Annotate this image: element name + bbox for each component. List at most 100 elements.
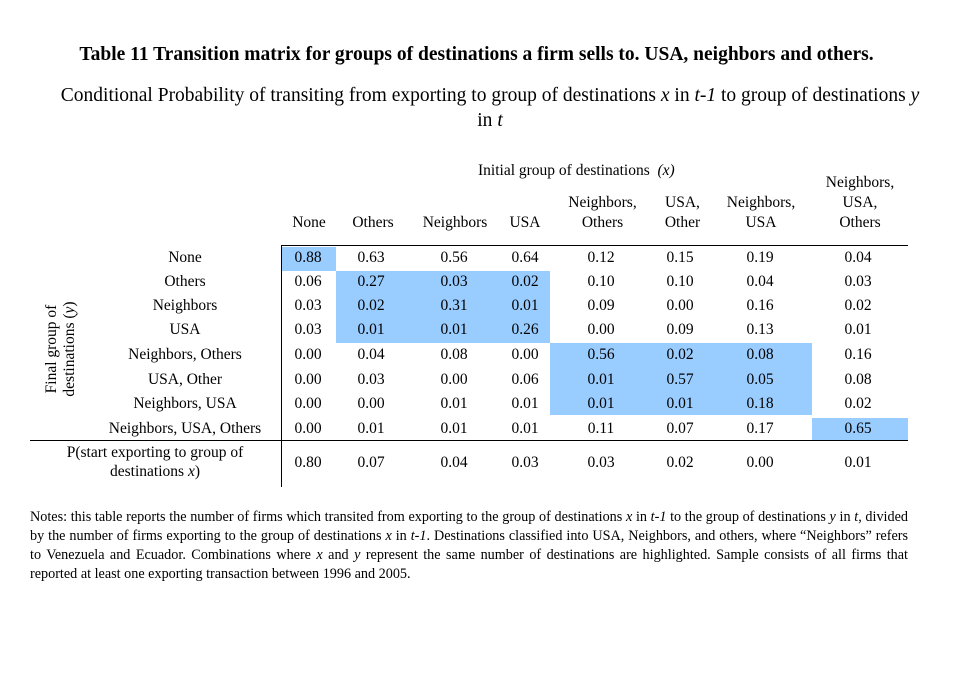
table-cell: 0.01 [357,420,385,437]
table-notes: Notes: this table reports the number of … [30,509,908,582]
table-cell: 0.01 [440,321,468,338]
table-cell: 0.03 [440,273,468,290]
table-cell: 0.04 [357,346,385,363]
start-row-cell: 0.01 [844,454,872,471]
column-header-line: None [292,214,326,231]
table-cell: 0.26 [511,321,539,338]
table-cell: 0.08 [746,346,774,363]
table-cell: 0.00 [357,395,385,412]
start-row-cell: 0.04 [440,454,468,471]
table-cell: 0.01 [511,395,539,412]
row-label: USA [169,321,201,338]
table-cell: 0.17 [746,420,774,437]
row-label: Neighbors, USA [133,395,237,412]
column-header-line: USA, [665,194,700,211]
start-row-label-line: destinations x) [110,463,200,480]
table-cell: 0.02 [844,297,872,314]
table-cell: 0.57 [666,371,694,388]
table-cell: 0.01 [440,420,468,437]
column-header-line: Neighbors, [726,194,796,211]
table-subtitle: Conditional Probability of transiting fr… [60,85,920,131]
stub-rule [281,245,282,487]
start-row-label: P(start exporting to group of destination… [30,443,280,483]
highlight-two-destinations [550,343,812,415]
table-cell: 0.09 [587,297,615,314]
table-cell: 0.07 [666,420,694,437]
highlight-single-destination [336,271,550,343]
column-header: Others [336,213,410,233]
table-cell: 0.18 [746,395,774,412]
column-header: Neighbors, USA [710,193,812,233]
table-cell: 0.00 [294,395,322,412]
table-cell: 0.02 [511,273,539,290]
table-cell: 0.00 [440,371,468,388]
table-cell: 0.02 [357,297,385,314]
row-label: Neighbors [152,297,218,314]
row-label: Neighbors, Others [128,346,242,363]
column-header: USA, Other [655,193,710,233]
table-cell: 0.06 [511,371,539,388]
table-cell: 0.63 [357,249,385,266]
start-row-cell: 0.00 [746,454,774,471]
column-header-line: Neighbors, [568,194,637,211]
table-cell: 0.16 [844,346,872,363]
table-cell: 0.00 [587,321,615,338]
header-rule [282,245,908,246]
table-cell: 0.09 [666,321,694,338]
start-row-cell: 0.02 [666,454,694,471]
column-header-line: Others [581,214,624,231]
table-cell: 0.01 [587,395,615,412]
table-cell: 0.16 [746,297,774,314]
table-cell: 0.03 [357,371,385,388]
column-header: None [282,213,336,233]
table-cell: 0.04 [844,249,872,266]
row-label: USA, Other [147,371,223,388]
table-cell: 0.08 [844,371,872,388]
table-cell: 0.02 [844,395,872,412]
table-cell: 0.10 [587,273,615,290]
start-row-cell: 0.80 [294,454,322,471]
table-cell: 0.64 [511,249,539,266]
table-cell: 0.13 [746,321,774,338]
table-cell: 0.00 [294,346,322,363]
body-rule [30,440,908,441]
table-cell: 0.00 [511,346,539,363]
table-cell: 0.03 [844,273,872,290]
table-cell: 0.12 [587,249,615,266]
table-cell: 0.31 [440,297,468,314]
column-header: Neighbors [410,213,500,233]
table-cell: 0.65 [844,420,872,437]
table-cell: 0.01 [666,395,694,412]
table-cell: 0.00 [294,420,322,437]
column-header: Neighbors, USA, Others [812,173,908,233]
table-cell: 0.06 [294,273,322,290]
highlight-three-destinations [812,418,908,440]
start-row-label-line: P(start exporting to group of [66,444,244,461]
start-row-cell: 0.03 [587,454,615,471]
column-header-line: USA [509,214,541,231]
table-cell: 0.02 [666,346,694,363]
table-cell: 0.88 [294,249,322,266]
column-header-line: USA [745,214,777,231]
table-cell: 0.01 [511,420,539,437]
row-label: Others [164,273,206,290]
column-header: Neighbors, Others [550,193,655,233]
row-axis-label-line: Final group of [43,304,60,394]
row-label: None [168,249,202,266]
highlight-none [282,247,336,271]
table-cell: 0.11 [587,420,615,437]
table-cell: 0.03 [294,321,322,338]
column-header-line: Neighbors, [825,174,895,191]
column-header-line: Others [352,214,394,231]
column-header-line: Others [839,214,881,231]
column-axis-label: Initial group of destinations (x) [478,162,675,179]
column-header-line: USA, [842,194,878,211]
table-cell: 0.03 [294,297,322,314]
row-label: Neighbors, USA, Others [108,420,262,437]
column-header-line: Neighbors [422,214,488,231]
table-cell: 0.01 [440,395,468,412]
table-cell: 0.15 [666,249,694,266]
table-cell: 0.01 [587,371,615,388]
table-cell: 0.01 [357,321,385,338]
column-header-line: Other [664,214,701,231]
